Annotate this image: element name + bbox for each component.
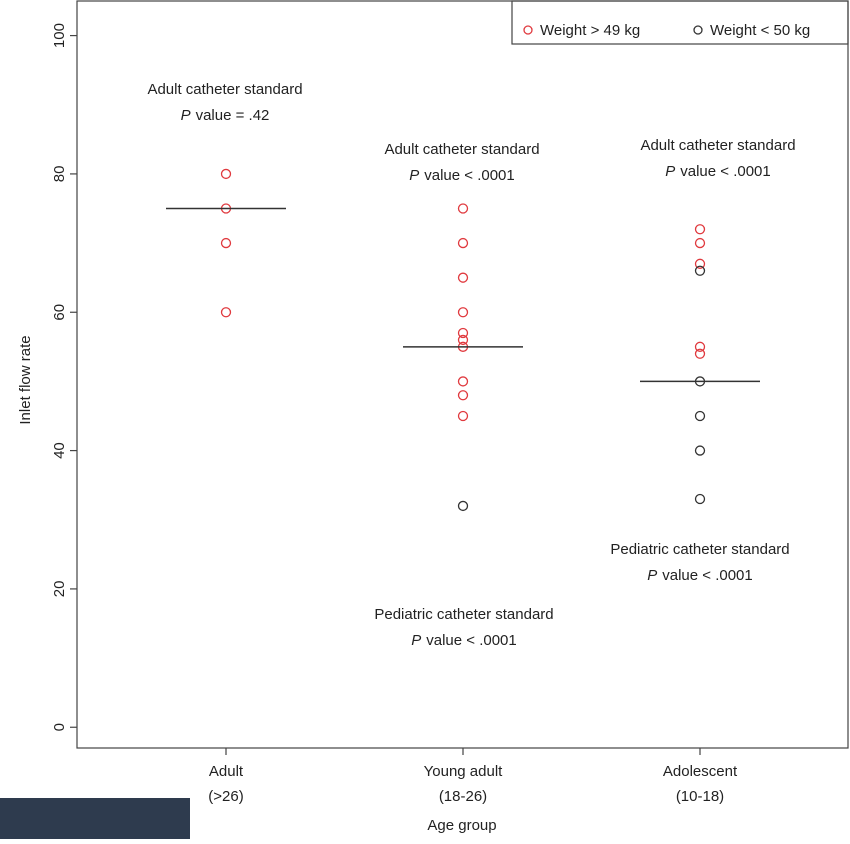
data-point	[459, 377, 468, 386]
data-point	[459, 501, 468, 510]
x-tick-label: Young adult	[424, 763, 504, 780]
data-point	[459, 273, 468, 282]
photo-fragment	[0, 798, 190, 839]
data-point	[459, 412, 468, 421]
data-point	[459, 239, 468, 248]
data-point	[459, 308, 468, 317]
data-point	[222, 239, 231, 248]
x-tick-label: Adolescent	[663, 763, 738, 780]
legend-label: Weight > 49 kg	[540, 22, 640, 39]
data-point	[459, 204, 468, 213]
chart: Inlet flow rate Age group 0 20 40 60 80 100 Ad…	[0, 0, 850, 839]
y-tick-label: 20	[51, 581, 68, 598]
stat-text: value < .0001	[680, 163, 771, 180]
stat-text: value < .0001	[662, 567, 753, 584]
data-point	[696, 446, 705, 455]
annotation-label: Adult catheter standard	[384, 141, 539, 158]
stat-symbol: P	[411, 632, 421, 649]
stat-text: value < .0001	[424, 167, 515, 184]
y-tick-label: 40	[51, 442, 68, 459]
annotation-label: Pediatric catheter standard	[374, 606, 553, 623]
y-tick-label: 60	[51, 304, 68, 321]
y-tick-label: 100	[51, 23, 68, 48]
stat-text: value = .42	[196, 107, 270, 124]
data-point	[222, 308, 231, 317]
x-tick-sublabel: (>26)	[208, 788, 243, 805]
stat-symbol: P	[181, 107, 191, 124]
data-point	[696, 349, 705, 358]
data-point	[696, 412, 705, 421]
stat-text: value < .0001	[426, 632, 517, 649]
annotation-label: Pediatric catheter standard	[610, 541, 789, 558]
x-tick-sublabel: (10-18)	[676, 788, 724, 805]
legend-label: Weight < 50 kg	[710, 22, 810, 39]
data-point	[696, 225, 705, 234]
stat-symbol: P	[647, 567, 657, 584]
x-axis-label: Age group	[427, 817, 496, 834]
x-tick-label: Adult	[209, 763, 244, 780]
stat-symbol: P	[665, 163, 675, 180]
legend-marker	[524, 26, 532, 34]
stat-symbol: P	[409, 167, 419, 184]
annotation-label: Adult catheter standard	[640, 137, 795, 154]
data-point	[696, 266, 705, 275]
legend-marker	[694, 26, 702, 34]
data-point	[696, 239, 705, 248]
data-point	[459, 391, 468, 400]
y-tick-label: 80	[51, 166, 68, 183]
data-point	[696, 495, 705, 504]
annotation-label: Adult catheter standard	[147, 81, 302, 98]
y-axis-label: Inlet flow rate	[17, 335, 34, 424]
x-tick-sublabel: (18-26)	[439, 788, 487, 805]
data-point	[222, 169, 231, 178]
y-tick-label: 0	[51, 723, 68, 731]
